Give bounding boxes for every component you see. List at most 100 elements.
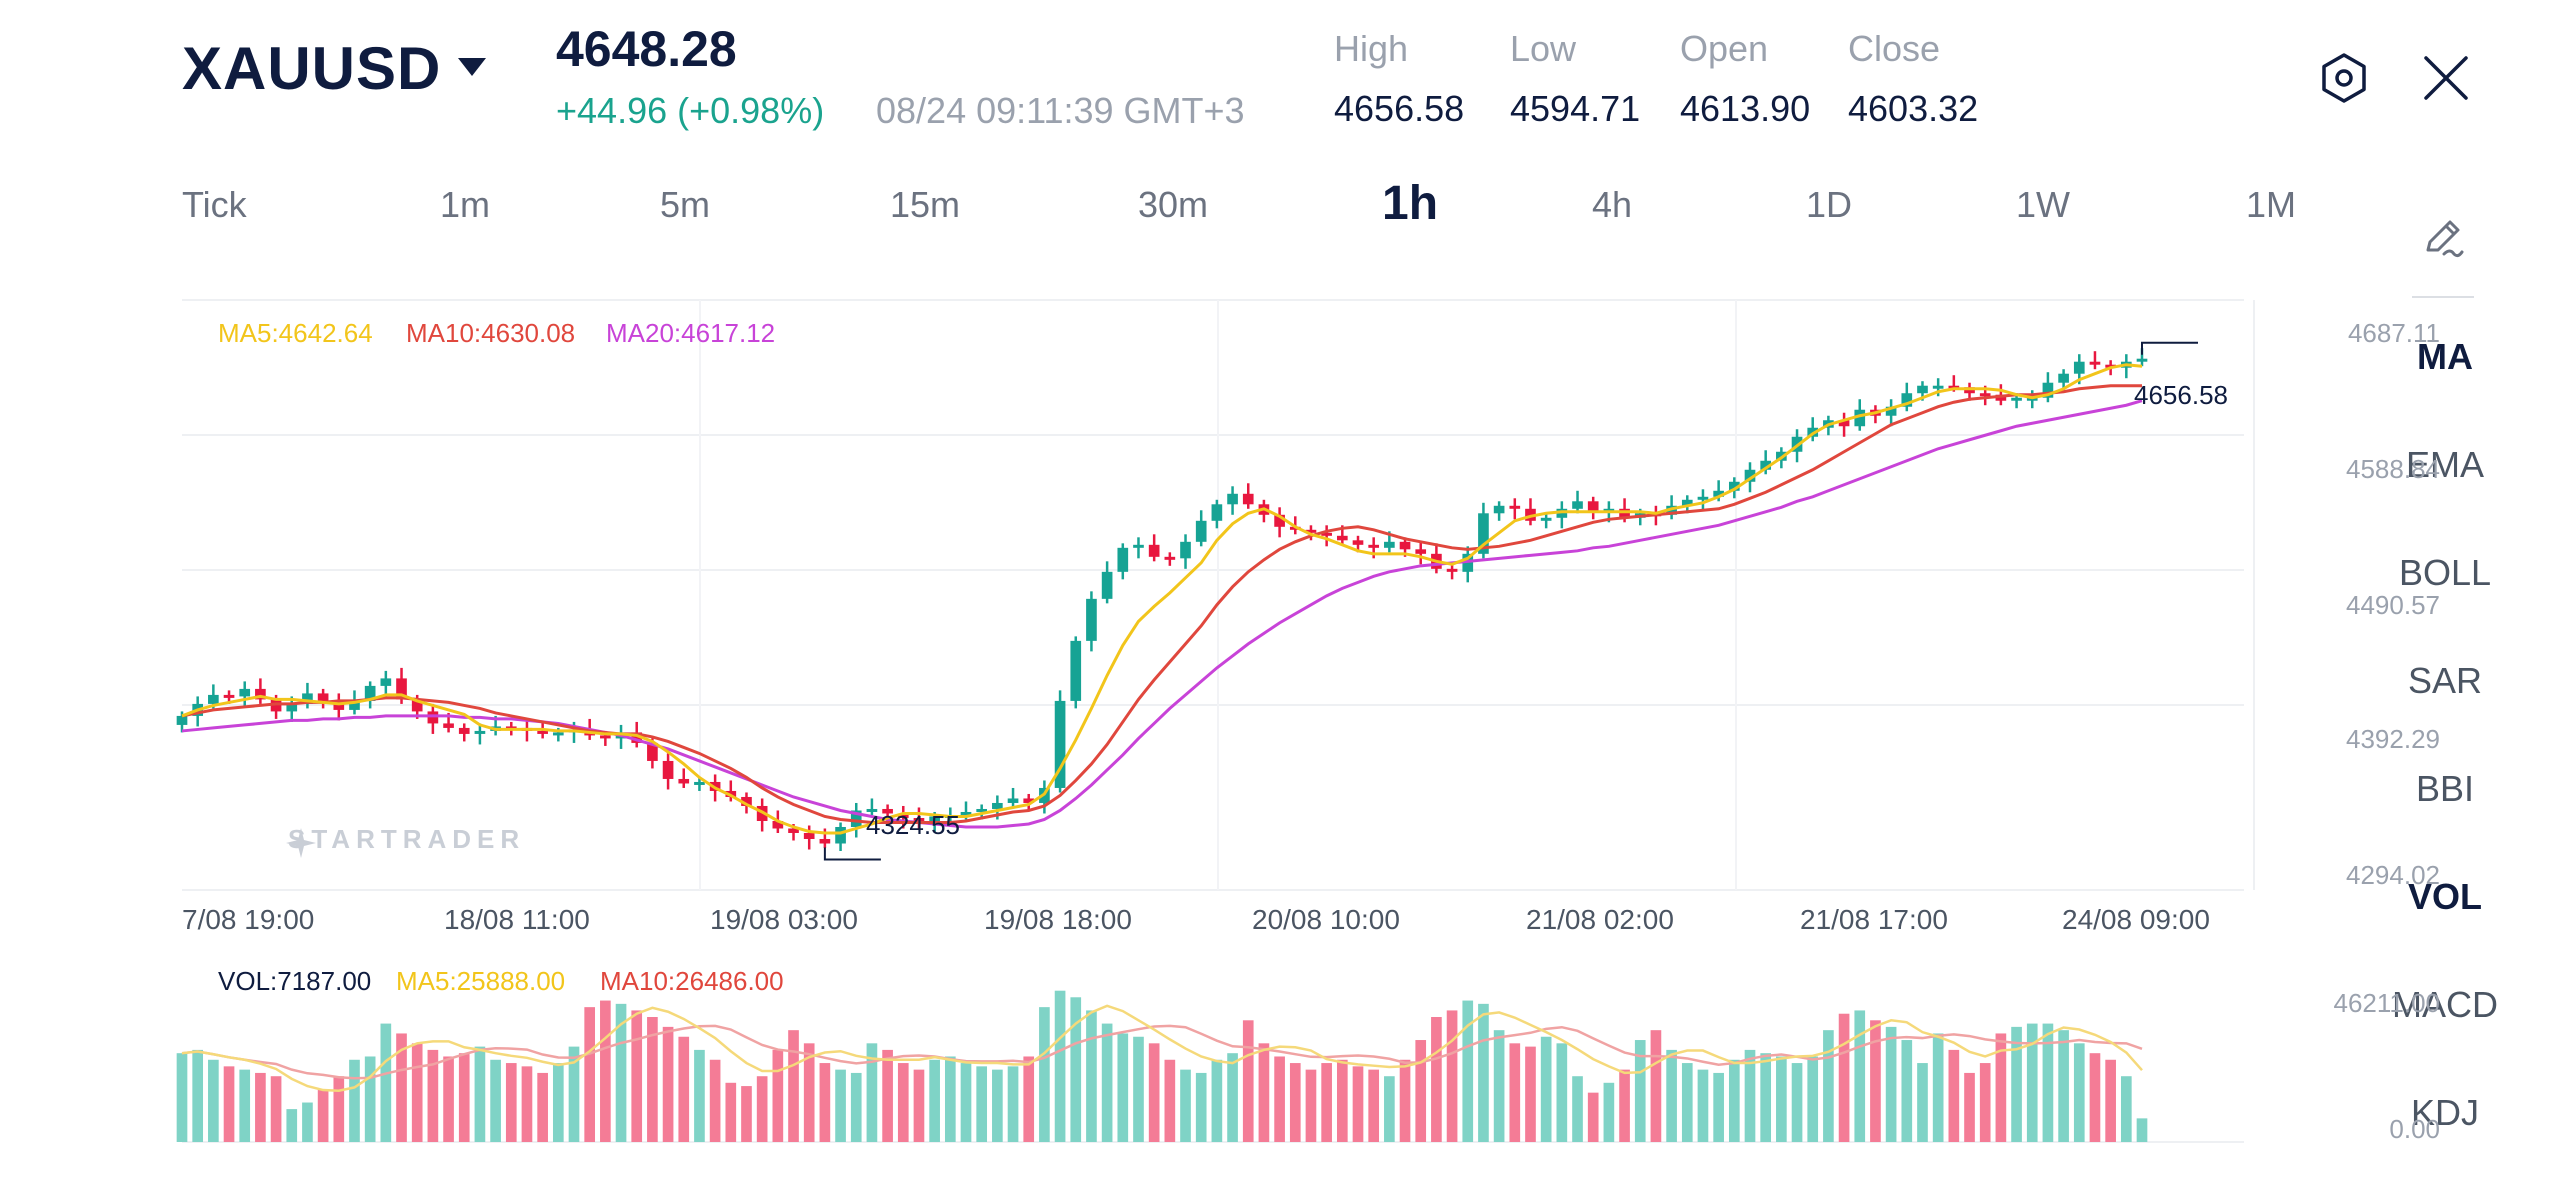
- volume-bar: [647, 1017, 658, 1142]
- volume-bar: [270, 1076, 282, 1142]
- candle-body: [1728, 481, 1740, 491]
- tab-4h[interactable]: 4h: [1592, 184, 1633, 225]
- tab-1w[interactable]: 1W: [2016, 184, 2070, 225]
- indicator-macd[interactable]: MACD: [2392, 984, 2498, 1025]
- tab-5m[interactable]: 5m: [660, 184, 711, 225]
- vol-axis-label: 46211.00: [2333, 988, 2440, 1018]
- volume-bar: [866, 1043, 878, 1142]
- candle-body: [1603, 508, 1615, 512]
- volume-bar: [615, 1003, 627, 1142]
- volume-bar: [552, 1063, 564, 1142]
- tab-15m[interactable]: 15m: [890, 184, 961, 225]
- volume-bar: [694, 1049, 705, 1142]
- draw-tool-icon[interactable]: [2418, 212, 2468, 262]
- volume-bar: [1493, 1030, 1505, 1142]
- tab-1d[interactable]: 1D: [1806, 184, 1853, 225]
- volume-bar: [1321, 1063, 1332, 1142]
- settings-icon[interactable]: [2318, 52, 2370, 104]
- volume-bar: [1619, 1069, 1630, 1142]
- startrader-logo-icon: [286, 828, 316, 858]
- volume-bar: [208, 1059, 219, 1142]
- candle-body: [835, 826, 846, 844]
- tab-1mo[interactable]: 1M: [2246, 184, 2297, 225]
- time-axis-label: 19/08 03:00: [710, 904, 858, 935]
- tab-30m[interactable]: 30m: [1138, 184, 1209, 225]
- candle-body: [992, 802, 1003, 809]
- chevron-down-icon[interactable]: [458, 58, 486, 76]
- candle-body: [788, 828, 799, 833]
- volume-bar: [192, 1049, 204, 1142]
- sidebar-divider: [2412, 296, 2474, 298]
- volume-bar: [1744, 1049, 1756, 1142]
- volume-bar: [1870, 1020, 1881, 1142]
- indicator-boll[interactable]: BOLL: [2398, 552, 2492, 593]
- volume-bar: [1227, 1053, 1238, 1142]
- volume-bar: [1666, 1049, 1677, 1142]
- volume-bar: [1932, 1033, 1944, 1142]
- candle-body: [929, 816, 940, 824]
- volume-bar: [1352, 1066, 1364, 1142]
- indicator-vol[interactable]: VOL: [2407, 876, 2482, 917]
- tab-tick[interactable]: Tick: [182, 184, 247, 225]
- volume-bar: [364, 1056, 376, 1142]
- candle-body: [866, 808, 878, 812]
- indicator-kdj[interactable]: KDJ: [2410, 1092, 2479, 1133]
- ma5-line: [181, 363, 2143, 835]
- volume-bar: [1681, 1063, 1693, 1142]
- volume-bar: [333, 1076, 345, 1142]
- indicator-sar[interactable]: SAR: [2407, 660, 2483, 701]
- volume-bar: [1368, 1069, 1380, 1142]
- volume-bar: [349, 1059, 360, 1142]
- volume-bar: [584, 1007, 596, 1142]
- candle-body: [1744, 469, 1756, 482]
- symbol-selector[interactable]: XAUUSD: [182, 35, 442, 102]
- candle-body: [2058, 373, 2069, 383]
- candle-body: [1713, 490, 1724, 497]
- volume-bar: [1838, 1013, 1850, 1142]
- volume-bar: [1713, 1072, 1724, 1142]
- volume-bar: [709, 1059, 721, 1142]
- candle-body: [819, 838, 831, 844]
- candle-body: [1697, 496, 1709, 500]
- candle-body: [474, 730, 486, 734]
- price-axis-label: 4392.29: [2346, 724, 2440, 754]
- candle-body: [662, 760, 674, 779]
- candle-body: [803, 832, 815, 839]
- price-axis-label: 4490.57: [2346, 590, 2440, 620]
- legend-ma5: MA5:4642.64: [218, 318, 373, 348]
- candle-body: [1007, 798, 1019, 803]
- tab-1m[interactable]: 1m: [440, 184, 491, 225]
- volume-bar: [1807, 1056, 1819, 1142]
- indicator-bbi[interactable]: BBI: [2415, 768, 2475, 809]
- candle-body: [1195, 520, 1207, 542]
- volume-bar: [537, 1072, 548, 1142]
- indicator-ma[interactable]: MA: [2417, 336, 2473, 377]
- candle-body: [1368, 544, 1380, 548]
- candle-body: [850, 810, 862, 827]
- vol-ma5-line: [181, 1004, 2143, 1092]
- volume-bar: [396, 1033, 407, 1142]
- volume-bar: [302, 1102, 313, 1142]
- volume-bar: [1462, 1000, 1474, 1142]
- candle-body: [1760, 460, 1772, 470]
- legend-vol-ma10: MA10:26486.00: [600, 966, 784, 996]
- volume-bar: [1478, 1003, 1489, 1142]
- candle-body: [458, 727, 470, 734]
- candle-body: [1023, 798, 1035, 803]
- candle-body: [1493, 505, 1505, 514]
- volume-bar: [913, 1069, 925, 1142]
- legend-ma20: MA20:4617.12: [606, 318, 776, 348]
- legend-vol-ma5: MA5:25888.00: [396, 966, 566, 996]
- candle-body: [255, 688, 266, 700]
- volume-bar: [1995, 1033, 2007, 1142]
- indicator-ema[interactable]: EMA: [2405, 444, 2484, 485]
- volume-bar: [1634, 1040, 1646, 1142]
- price-axis-label: 4687.11: [2347, 318, 2440, 348]
- volume-bar: [1948, 1049, 1960, 1142]
- tab-1h[interactable]: 1h: [1382, 177, 1439, 230]
- volume-bar: [788, 1030, 799, 1142]
- close-icon[interactable]: [2418, 50, 2474, 106]
- volume-bar: [1525, 1046, 1536, 1142]
- candle-body: [1854, 409, 1866, 427]
